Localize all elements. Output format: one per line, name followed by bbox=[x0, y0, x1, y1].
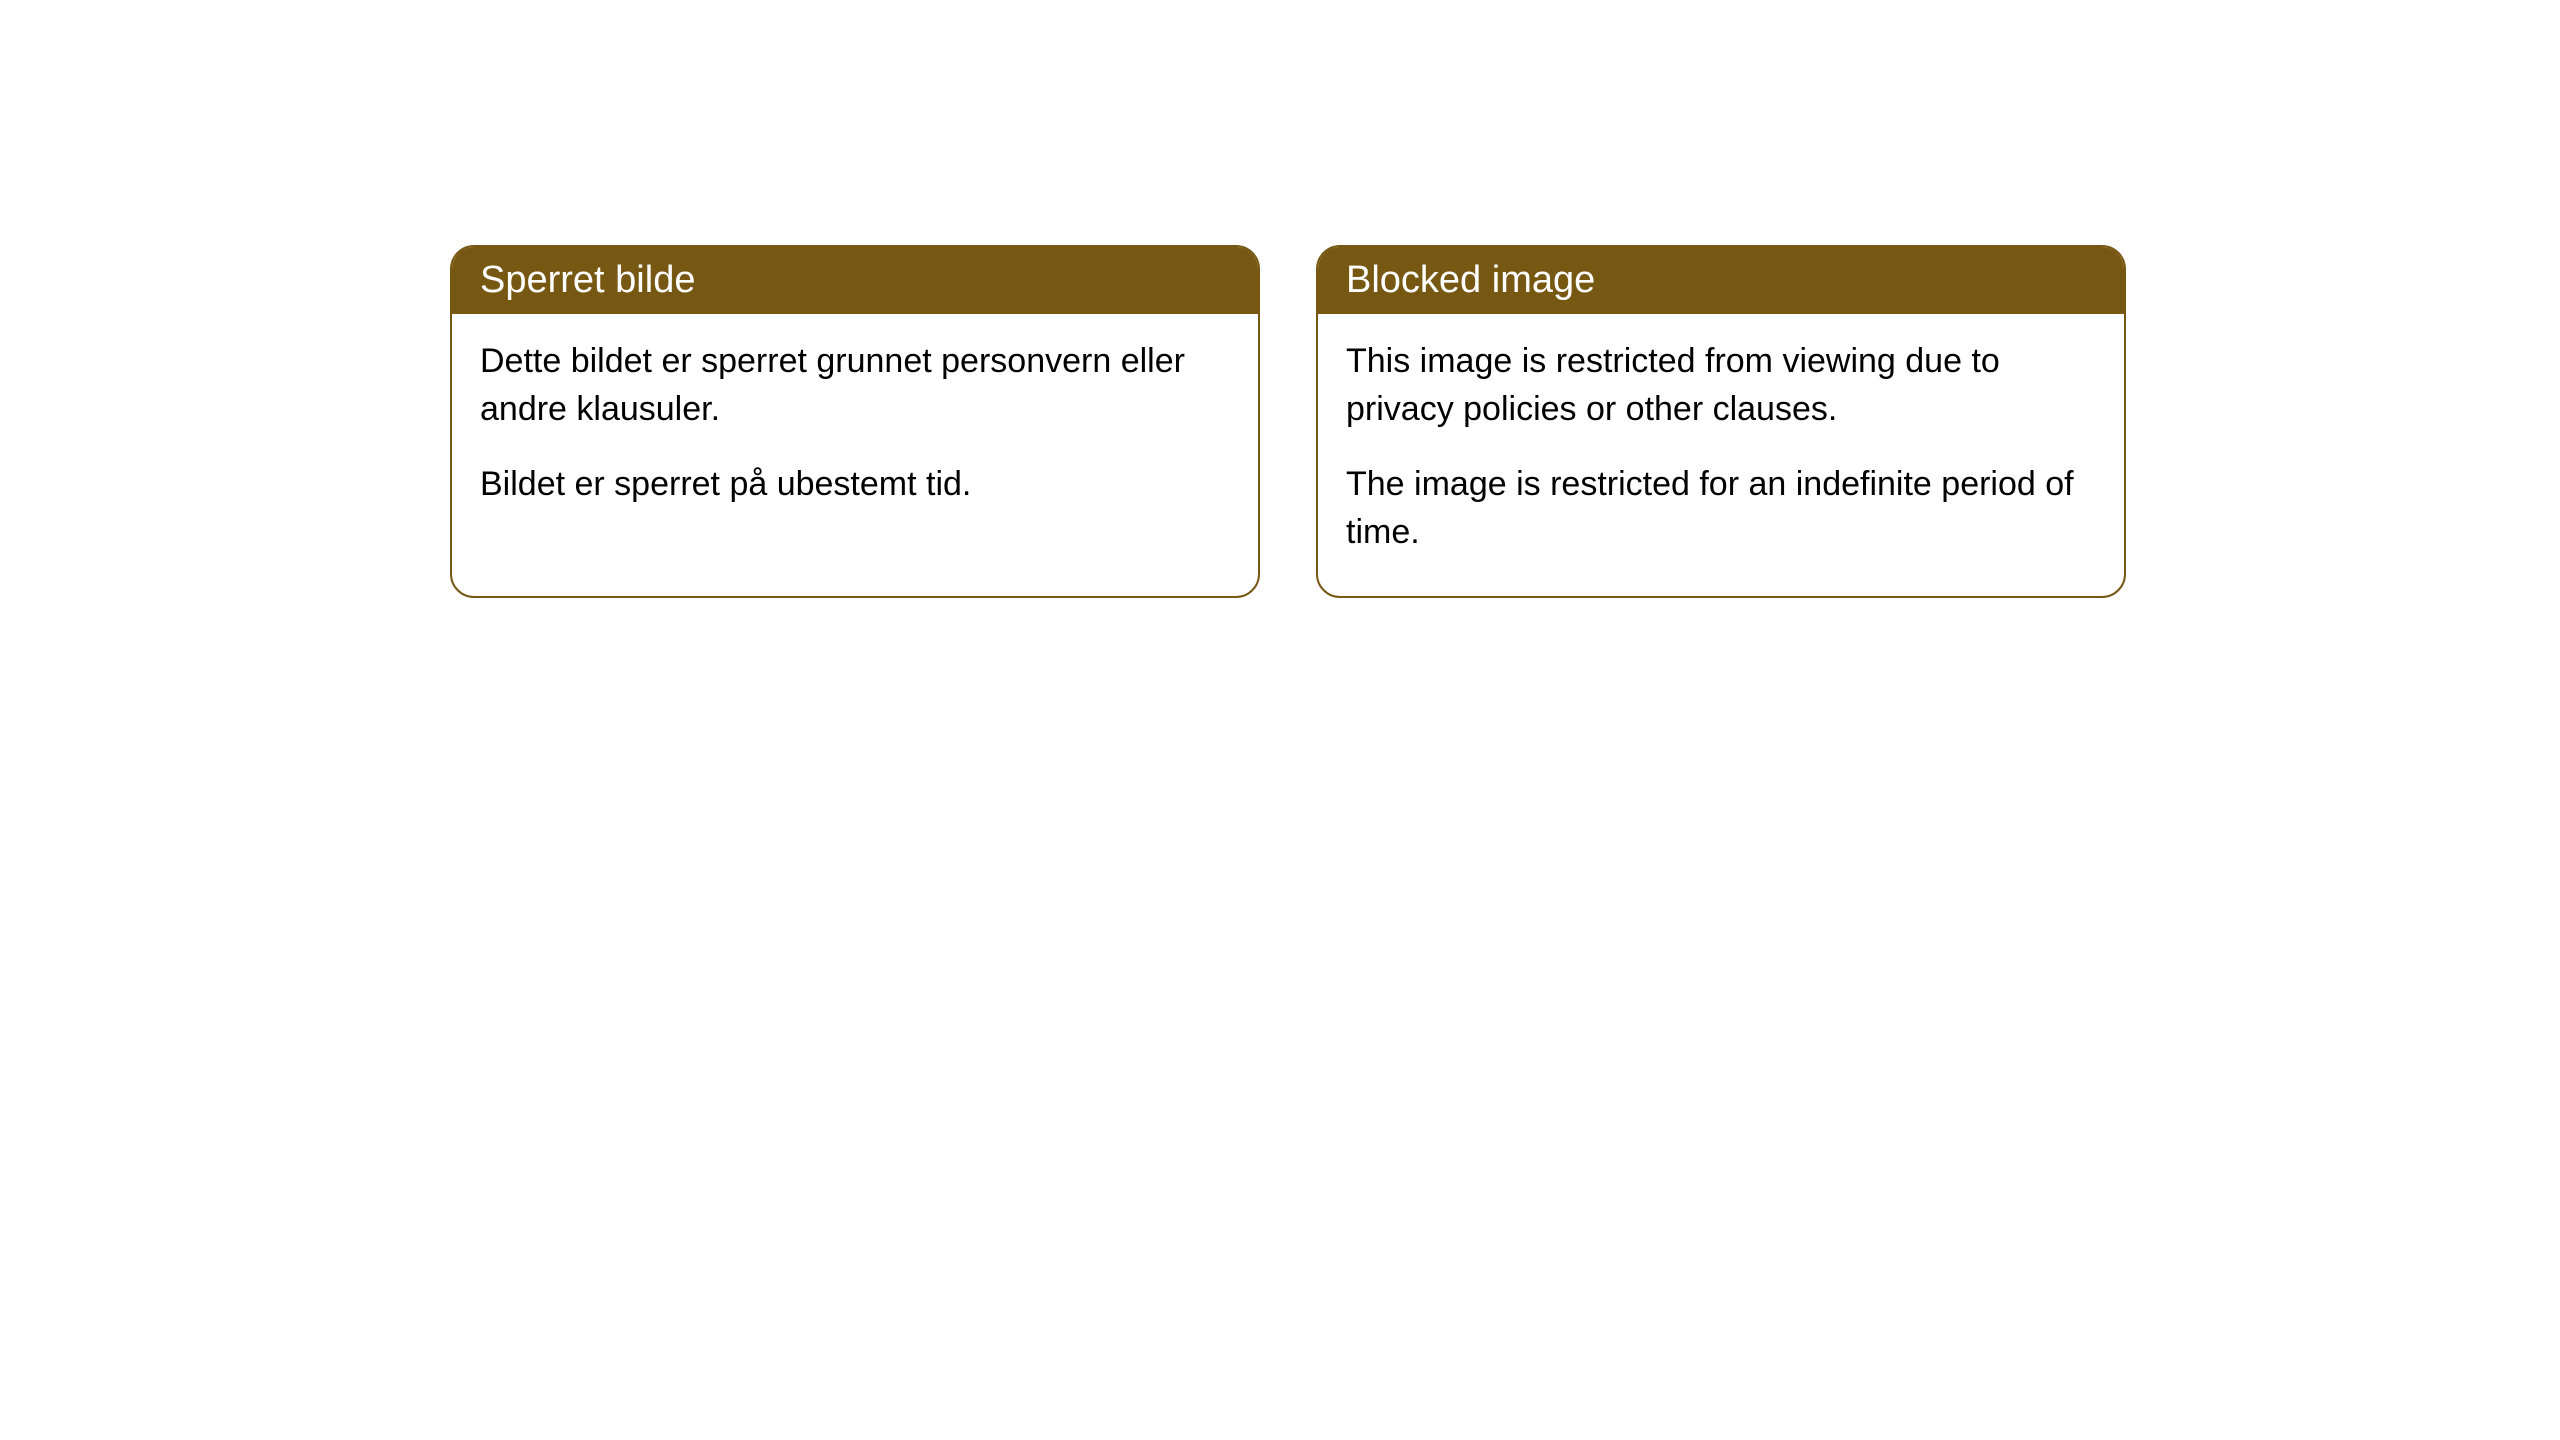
card-paragraph: Dette bildet er sperret grunnet personve… bbox=[480, 338, 1230, 433]
blocked-image-card-norwegian: Sperret bilde Dette bildet er sperret gr… bbox=[450, 245, 1260, 598]
card-paragraph: Bildet er sperret på ubestemt tid. bbox=[480, 461, 1230, 509]
blocked-image-card-english: Blocked image This image is restricted f… bbox=[1316, 245, 2126, 598]
notice-cards-container: Sperret bilde Dette bildet er sperret gr… bbox=[0, 0, 2560, 598]
card-header-norwegian: Sperret bilde bbox=[452, 247, 1258, 314]
card-paragraph: The image is restricted for an indefinit… bbox=[1346, 461, 2096, 556]
card-body-english: This image is restricted from viewing du… bbox=[1318, 314, 2124, 596]
card-paragraph: This image is restricted from viewing du… bbox=[1346, 338, 2096, 433]
card-header-english: Blocked image bbox=[1318, 247, 2124, 314]
card-body-norwegian: Dette bildet er sperret grunnet personve… bbox=[452, 314, 1258, 549]
